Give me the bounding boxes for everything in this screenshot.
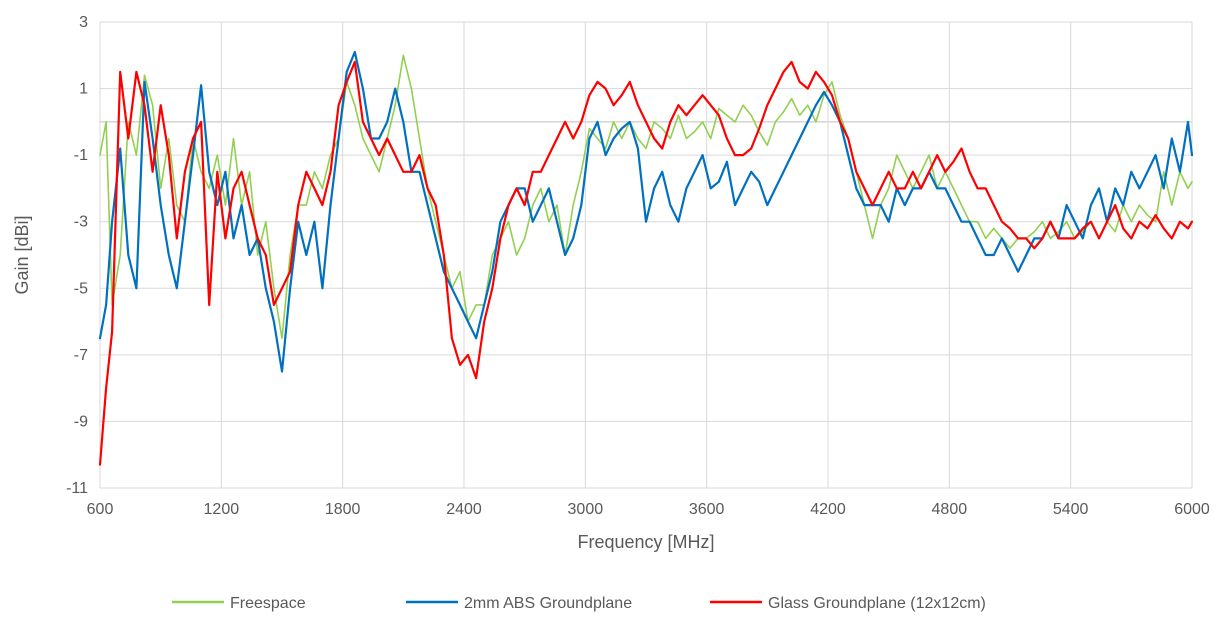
x-tick-label: 4200 bbox=[810, 501, 846, 518]
x-tick-label: 3000 bbox=[568, 501, 604, 518]
series-layer bbox=[98, 50, 1194, 466]
legend-label-2: 2mm ABS Groundplane bbox=[464, 595, 632, 612]
y-axis-title: Gain [dBi] bbox=[12, 215, 32, 294]
series-line-1 bbox=[99, 54, 1193, 340]
x-tick-label: 6000 bbox=[1174, 501, 1210, 518]
legend-label-3: Glass Groundplane (12x12cm) bbox=[768, 595, 986, 612]
legend-label-1: Freespace bbox=[230, 595, 306, 612]
x-tick-label: 4800 bbox=[932, 501, 968, 518]
x-tick-label: 1200 bbox=[204, 501, 240, 518]
y-tick-label: -3 bbox=[74, 214, 88, 231]
y-tick-label: -7 bbox=[74, 347, 88, 364]
y-tick-label: 1 bbox=[79, 81, 88, 98]
grid-layer bbox=[99, 21, 1193, 489]
legend: Freespace 2mm ABS Groundplane Glass Ground… bbox=[172, 595, 986, 612]
x-axis-title: Frequency [MHz] bbox=[577, 532, 714, 552]
x-tick-label: 2400 bbox=[446, 501, 482, 518]
x-tick-label: 3600 bbox=[689, 501, 725, 518]
series-line-3 bbox=[98, 60, 1194, 466]
y-tick-label: -9 bbox=[74, 413, 88, 430]
y-tick-label: 3 bbox=[79, 14, 88, 31]
x-tick-label: 1800 bbox=[325, 501, 361, 518]
y-tick-label: -5 bbox=[74, 280, 88, 297]
series-line-2 bbox=[98, 50, 1194, 373]
x-tick-label: 5400 bbox=[1053, 501, 1089, 518]
y-tick-label: -1 bbox=[74, 147, 88, 164]
x-tick-label: 600 bbox=[87, 501, 114, 518]
y-tick-label: -11 bbox=[66, 480, 88, 497]
